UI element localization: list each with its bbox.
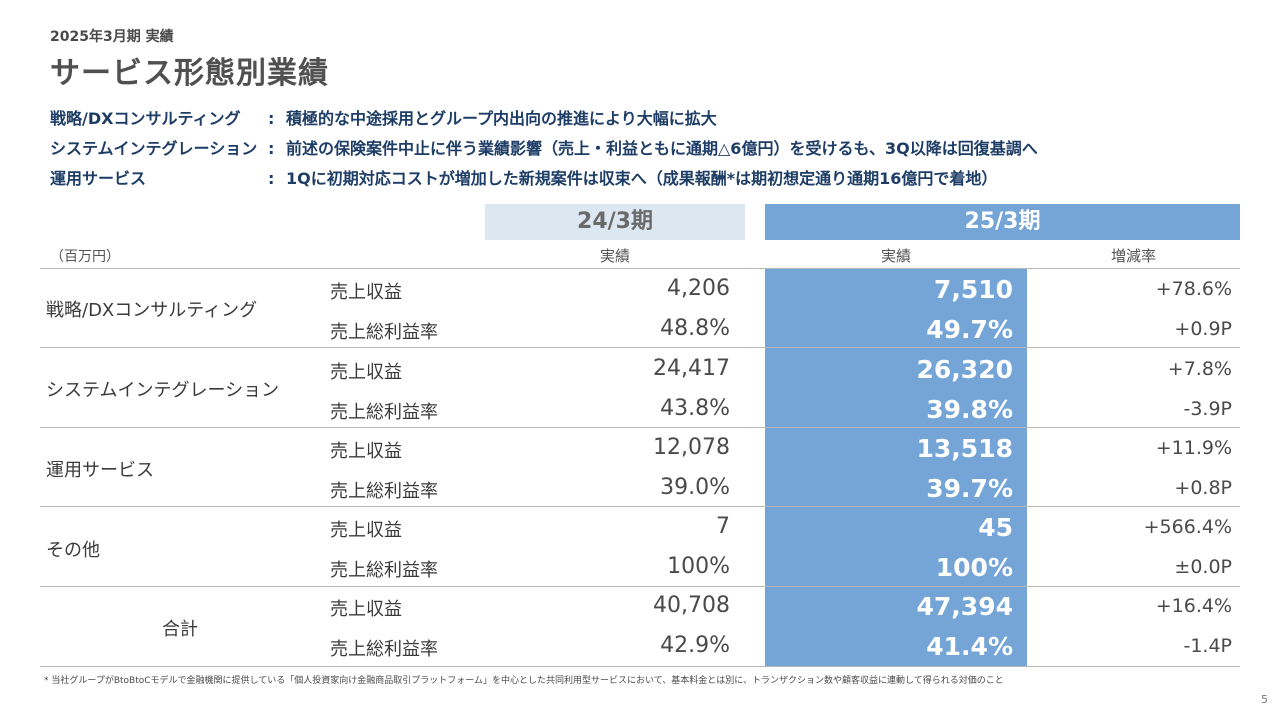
cur-value: 45 — [978, 513, 1013, 542]
unit-label: （百万円） — [50, 249, 120, 265]
prev-value: 40,708 — [653, 593, 730, 618]
cur-actual-subheader: 実績 — [880, 247, 911, 265]
summary-colon: : — [268, 109, 275, 128]
prev-value: 12,078 — [653, 435, 730, 460]
cur-value: 49.7% — [926, 315, 1013, 344]
cur-value: 13,518 — [916, 434, 1013, 463]
metric-label-margin: 売上総利益率 — [330, 481, 438, 502]
metric-label-margin: 売上総利益率 — [330, 639, 438, 660]
change-subheader: 増減率 — [1110, 247, 1156, 265]
metric-label-revenue: 売上収益 — [330, 520, 402, 541]
metric-label-margin: 売上総利益率 — [330, 322, 438, 343]
cur-period-header: 25/3期 — [765, 204, 1240, 240]
cur-value: 39.7% — [926, 474, 1013, 503]
page-title: サービス形態別業績 — [50, 56, 329, 91]
change-value: -1.4P — [1183, 635, 1232, 657]
summary-text: 前述の保険案件中止に伴う業績影響（売上・利益ともに通期△6億円）を受けるも、3Q… — [286, 139, 1038, 158]
cur-value: 47,394 — [916, 592, 1013, 621]
change-value: ±0.0P — [1174, 556, 1232, 578]
divider — [40, 586, 1240, 587]
summary-text: 積極的な中途採用とグループ内出向の推進により大幅に拡大 — [286, 109, 717, 128]
metric-label-revenue: 売上収益 — [330, 441, 402, 462]
prev-value: 7 — [716, 514, 730, 539]
change-value: +0.8P — [1174, 477, 1232, 499]
prev-value: 24,417 — [653, 356, 730, 381]
prev-value: 42.9% — [660, 633, 730, 658]
change-value: +7.8% — [1167, 358, 1232, 380]
cur-value: 39.8% — [926, 395, 1013, 424]
summary-colon: : — [268, 169, 275, 188]
divider — [40, 427, 1240, 428]
metric-label-revenue: 売上収益 — [330, 282, 402, 303]
divider — [40, 666, 1240, 667]
divider — [40, 506, 1240, 507]
summary-block: 戦略/DXコンサルティング : 積極的な中途採用とグループ内出向の推進により大幅… — [50, 104, 1240, 194]
prev-period-header: 24/3期 — [485, 204, 745, 240]
change-value: +0.9P — [1174, 318, 1232, 340]
segment-name-si: システムインテグレーション — [46, 380, 280, 401]
metric-label-margin: 売上総利益率 — [330, 402, 438, 423]
summary-line-consulting: 戦略/DXコンサルティング : 積極的な中途採用とグループ内出向の推進により大幅… — [50, 104, 1240, 134]
footnote: * 当社グループがBtoBtoCモデルで金融機関に提供している「個人投資家向け金… — [44, 676, 1004, 686]
prev-value: 48.8% — [660, 316, 730, 341]
change-value: +11.9% — [1155, 437, 1232, 459]
page-number: 5 — [1261, 693, 1268, 706]
segment-name-operation: 運用サービス — [46, 460, 154, 481]
cur-value: 7,510 — [933, 275, 1013, 304]
cur-value: 100% — [935, 553, 1013, 582]
summary-segment: 運用サービス — [50, 169, 147, 188]
prev-value: 100% — [667, 554, 730, 579]
cur-value: 41.4% — [926, 632, 1013, 661]
segment-name-consulting: 戦略/DXコンサルティング — [46, 300, 258, 321]
metric-label-revenue: 売上収益 — [330, 362, 402, 383]
metric-label-revenue: 売上収益 — [330, 599, 402, 620]
metric-label-margin: 売上総利益率 — [330, 560, 438, 581]
change-value: +16.4% — [1155, 595, 1232, 617]
change-value: +566.4% — [1143, 516, 1232, 538]
summary-line-si: システムインテグレーション : 前述の保険案件中止に伴う業績影響（売上・利益とも… — [50, 134, 1240, 164]
divider — [40, 268, 1240, 269]
change-value: -3.9P — [1183, 398, 1232, 420]
cur-value: 26,320 — [916, 355, 1013, 384]
segment-name-total: 合計 — [162, 619, 198, 640]
change-value: +78.6% — [1155, 278, 1232, 300]
prev-value: 4,206 — [667, 276, 730, 301]
prev-value: 39.0% — [660, 475, 730, 500]
prev-actual-subheader: 実績 — [599, 247, 630, 265]
current-period-highlight — [765, 268, 1027, 666]
summary-segment: システムインテグレーション — [50, 139, 258, 158]
summary-colon: : — [268, 139, 275, 158]
summary-line-operation: 運用サービス : 1Qに初期対応コストが増加した新規案件は収束へ（成果報酬*は期… — [50, 164, 1240, 194]
period-label: 2025年3月期 実績 — [50, 29, 174, 45]
summary-text: 1Qに初期対応コストが増加した新規案件は収束へ（成果報酬*は期初想定通り通期16… — [286, 169, 998, 188]
prev-value: 43.8% — [660, 396, 730, 421]
summary-segment: 戦略/DXコンサルティング — [50, 109, 241, 128]
divider — [40, 347, 1240, 348]
segment-name-other: その他 — [46, 540, 100, 561]
